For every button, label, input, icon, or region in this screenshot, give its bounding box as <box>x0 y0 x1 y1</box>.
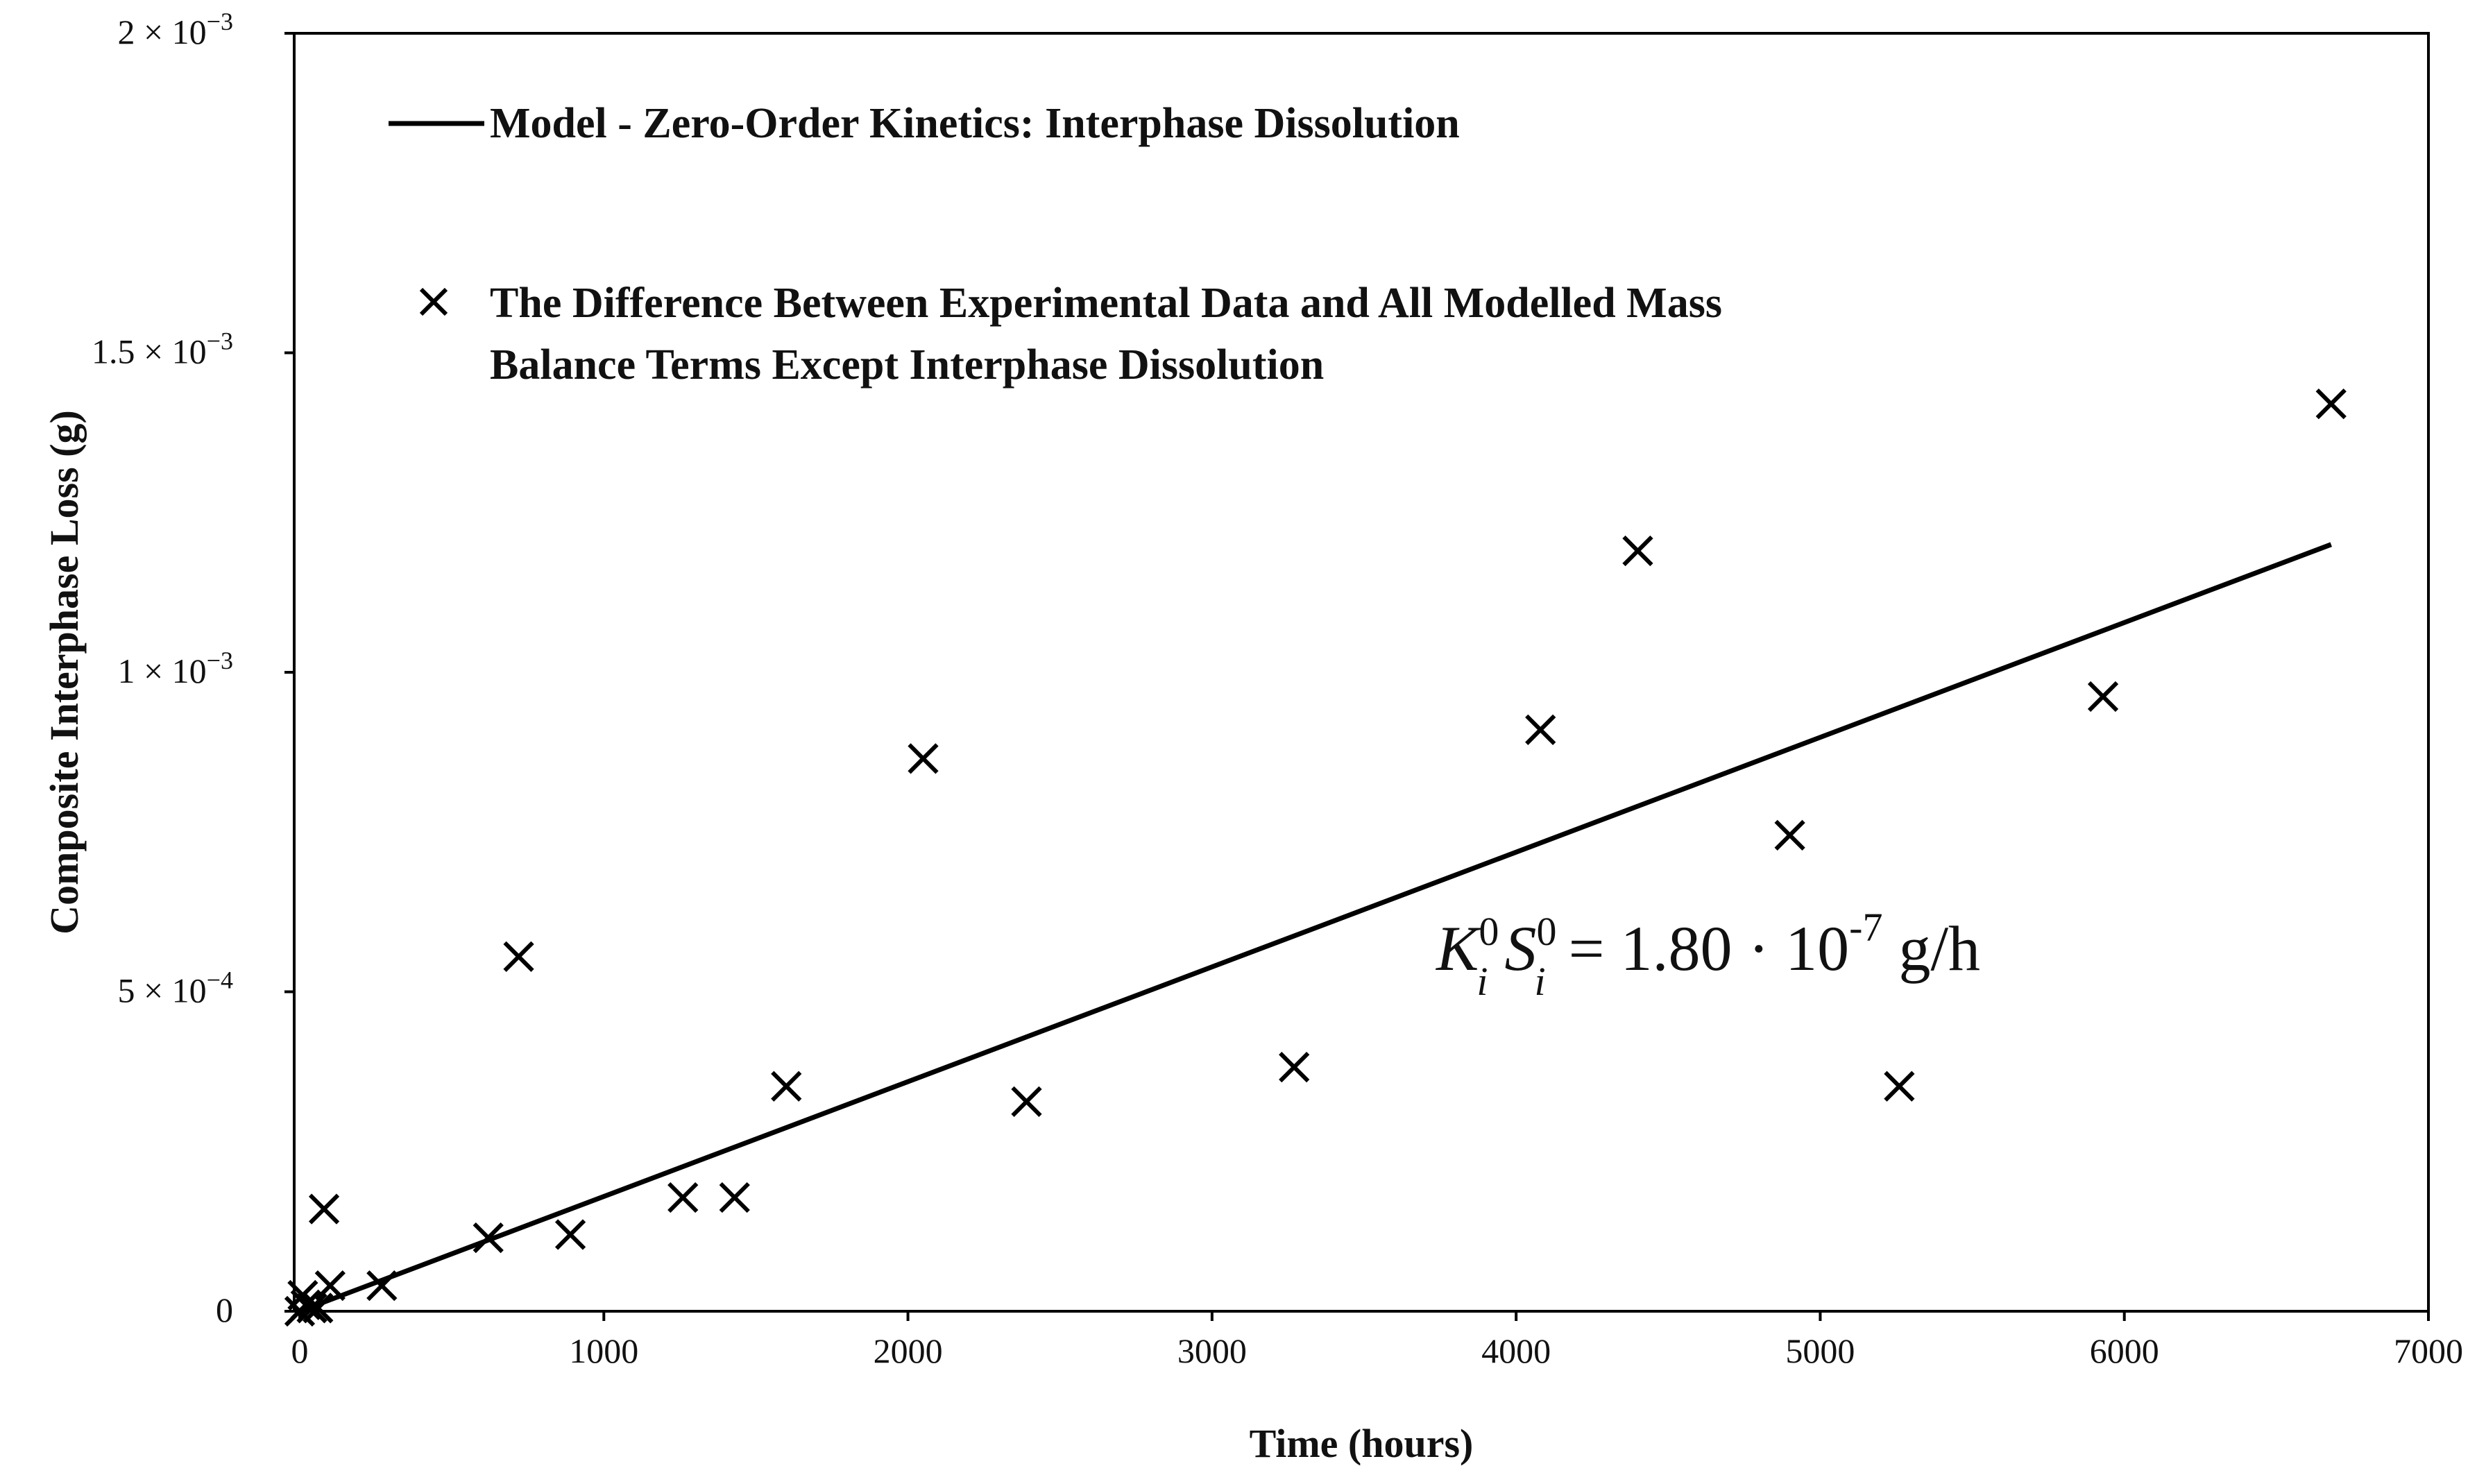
x-tick-label: 3000 <box>1177 1331 1247 1370</box>
plot-area <box>284 389 2347 1327</box>
data-point-x-marker <box>2315 389 2347 420</box>
y-tick-mantissa: 0 <box>216 1290 233 1329</box>
annot-unit: g/h <box>1882 913 1980 984</box>
y-tick-label: 2 × 10−3 <box>117 8 233 51</box>
x-axis-title: Time (hours) <box>1250 1421 1474 1466</box>
data-point-x-marker <box>554 1219 586 1250</box>
data-point-x-marker <box>314 1270 346 1302</box>
y-tick-mantissa: 5 × 10 <box>117 971 206 1010</box>
annot-value: = 1.80 · 10 <box>1553 913 1850 984</box>
data-point-x-marker <box>1622 535 1653 567</box>
rate-constant-annotation: K0 i S0 i = 1.80 · 10-7 g/h <box>1435 905 1980 1004</box>
legend-x-marker <box>419 287 448 316</box>
x-tick-label: 1000 <box>569 1331 638 1370</box>
annot-exp: -7 <box>1849 905 1882 950</box>
x-tick-label: 5000 <box>1785 1331 1855 1370</box>
data-point-x-marker <box>303 1293 334 1324</box>
y-axis-title: Composite Interphase Loss (g) <box>42 410 87 935</box>
x-tick-label: 4000 <box>1481 1331 1551 1370</box>
x-tick-label: 0 <box>291 1331 309 1370</box>
y-tick-exponent: −3 <box>207 647 233 674</box>
data-point-x-marker <box>1279 1052 1310 1083</box>
data-point-x-marker <box>908 743 939 774</box>
data-point-x-marker <box>771 1071 802 1102</box>
legend-label-model: Model - Zero-Order Kinetics: Interphase … <box>490 100 1460 147</box>
data-point-x-marker <box>2087 681 2119 713</box>
data-point-x-marker <box>1774 819 1805 851</box>
model-line <box>298 542 2332 1314</box>
y-tick-mantissa: 1.5 × 10 <box>92 332 207 371</box>
data-point-x-marker <box>719 1182 750 1213</box>
x-axis: 0 1000 2000 3000 4000 5000 6000 7000 <box>291 1311 2463 1370</box>
y-tick-label: 0 <box>216 1290 233 1329</box>
y-tick-label: 5 × 10−4 <box>117 966 233 1010</box>
data-point-x-marker <box>1011 1086 1042 1118</box>
y-tick-label: 1 × 10−3 <box>117 647 233 690</box>
data-point-x-marker <box>473 1222 504 1254</box>
legend: Model - Zero-Order Kinetics: Interphase … <box>389 100 1722 389</box>
legend-label-data-line1: The Difference Between Experimental Data… <box>490 280 1722 327</box>
x-tick-label: 6000 <box>2090 1331 2159 1370</box>
annot-s-sub: i <box>1535 959 1546 1004</box>
data-point-x-marker <box>296 1293 327 1324</box>
y-axis: 05 × 10−41 × 10−31.5 × 10−32 × 10−3 <box>92 8 294 1329</box>
data-point-x-marker <box>1884 1071 1915 1102</box>
y-tick-mantissa: 1 × 10 <box>117 651 206 690</box>
annot-k: K <box>1435 913 1482 984</box>
data-point-x-marker <box>503 941 534 972</box>
y-tick-exponent: −3 <box>207 327 233 355</box>
data-point-x-marker <box>308 1193 340 1225</box>
annot-s: S <box>1505 913 1537 984</box>
data-point-x-marker <box>1525 714 1556 746</box>
legend-label-data-line2: Balance Terms Except Interphase Dissolut… <box>490 341 1324 389</box>
annot-s-sup: 0 <box>1537 909 1557 954</box>
annot-k-sub: i <box>1476 959 1488 1004</box>
data-point-x-marker <box>366 1270 398 1302</box>
x-tick-label: 7000 <box>2394 1331 2463 1370</box>
annot-k-sup: 0 <box>1479 909 1499 954</box>
x-tick-label: 2000 <box>874 1331 943 1370</box>
data-point-x-marker <box>667 1182 699 1213</box>
y-tick-label: 1.5 × 10−3 <box>92 327 233 371</box>
y-tick-mantissa: 2 × 10 <box>117 12 206 51</box>
y-tick-exponent: −3 <box>207 8 233 35</box>
y-tick-exponent: −4 <box>207 966 233 994</box>
